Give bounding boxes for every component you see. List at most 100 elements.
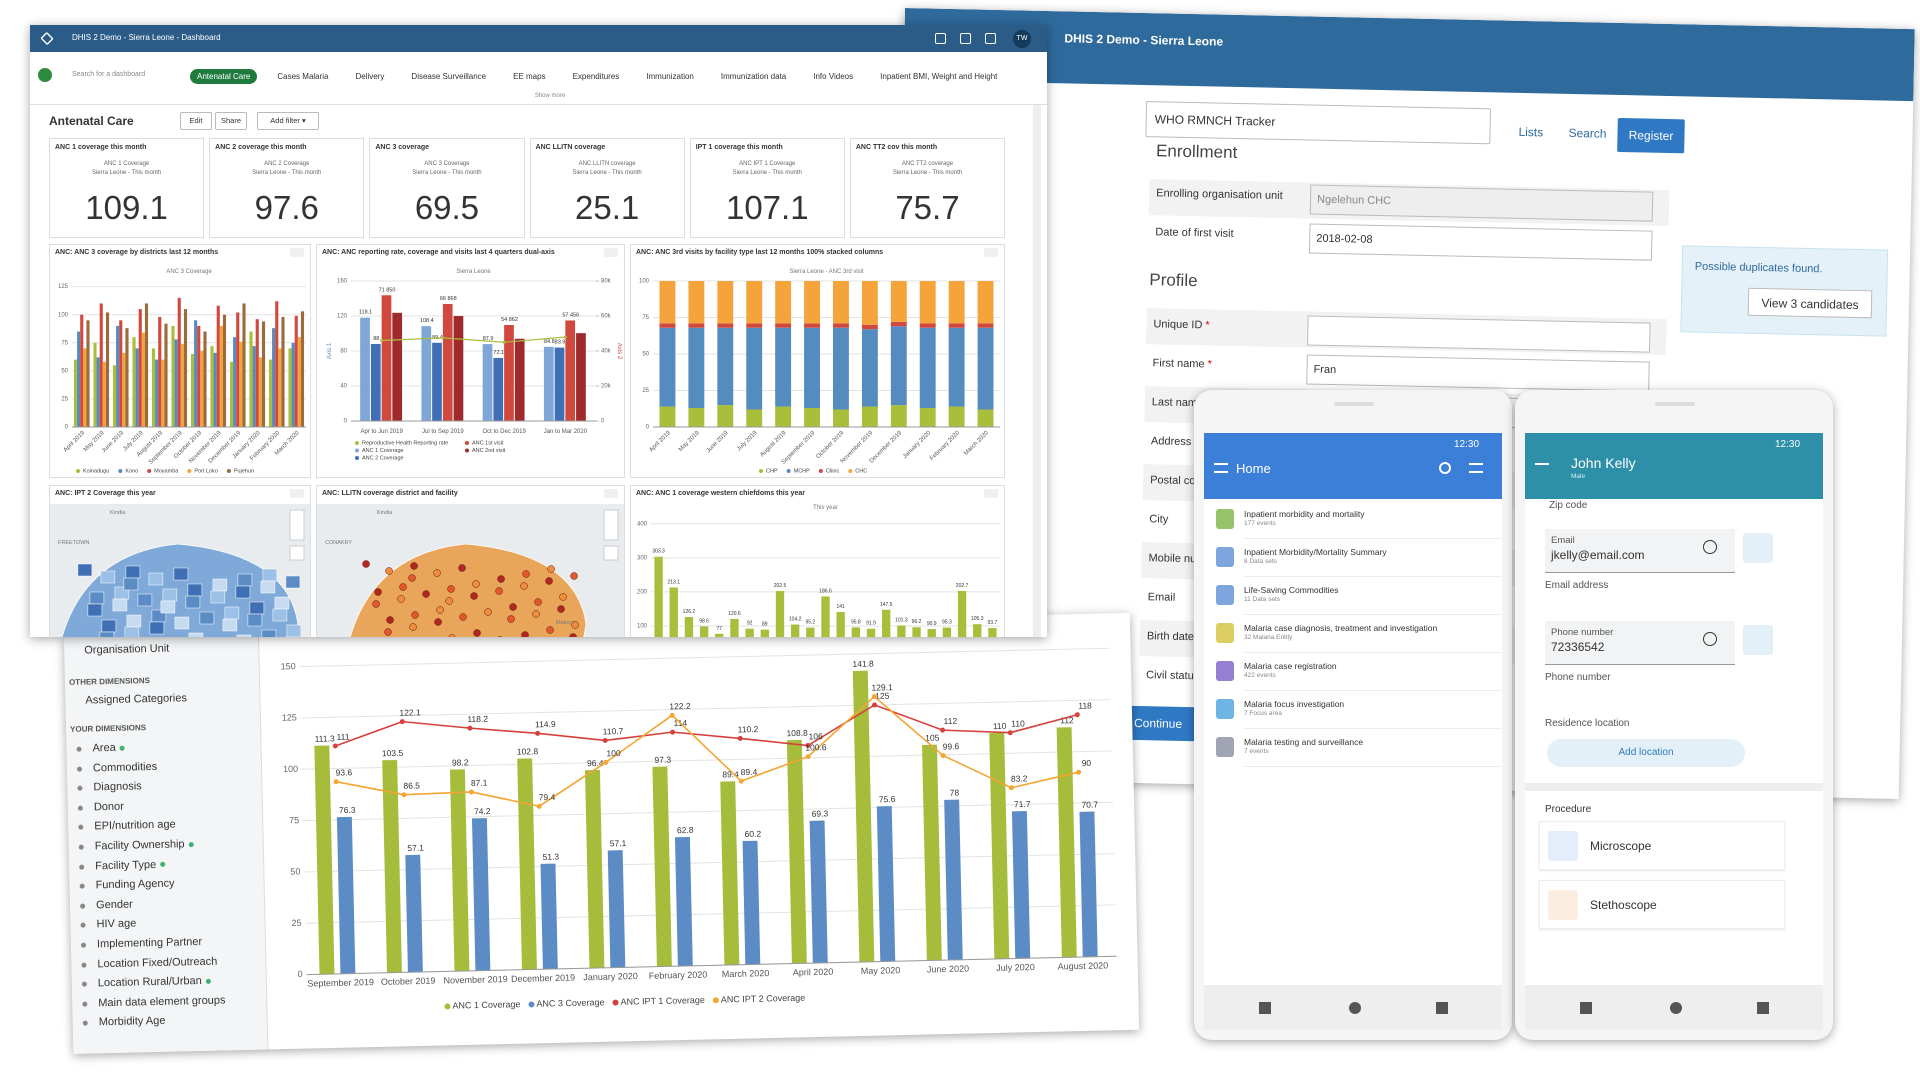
user-avatar[interactable]: TW xyxy=(1013,30,1031,48)
line-series xyxy=(381,336,566,343)
item-title: ANC: IPT 2 Coverage this year xyxy=(55,490,156,497)
clear-icon[interactable] xyxy=(1703,632,1717,646)
dashboard-item[interactable]: ANC: IPT 2 Coverage this year Kindia FREET… xyxy=(49,485,311,637)
item-menu[interactable] xyxy=(984,248,998,257)
nav-button[interactable] xyxy=(1580,1002,1592,1014)
header-icon[interactable] xyxy=(985,33,996,44)
dashboard-tab[interactable]: Delivery xyxy=(355,71,385,81)
bar xyxy=(977,327,994,410)
dashboard-tab[interactable]: Expenditures xyxy=(572,71,620,81)
program-title[interactable]: Malaria testing and surveillance xyxy=(1244,737,1364,747)
y-tick-label: 400 xyxy=(637,521,648,527)
bar xyxy=(297,337,301,427)
sync-icon[interactable] xyxy=(1439,462,1451,474)
action-icon[interactable] xyxy=(1743,625,1773,655)
selected-dot xyxy=(205,978,211,984)
tracker-link[interactable]: Lists xyxy=(1518,124,1544,140)
procedure-card[interactable]: Stethoscope xyxy=(1539,880,1785,929)
bar xyxy=(654,556,663,637)
program-title[interactable]: Inpatient Morbidity/Mortality Summary xyxy=(1244,547,1387,557)
kpi-subtitle: ANC 2 Coverage xyxy=(264,161,310,167)
kpi-card[interactable]: ANC 3 coverage ANC 3 Coverage Sierra Leone… xyxy=(369,138,525,238)
toolbar-button[interactable]: Add filter ▾ xyxy=(257,112,319,130)
nav-button[interactable] xyxy=(1670,1002,1682,1014)
dashboard-item[interactable]: ANC: ANC 3 coverage by districts last 12… xyxy=(49,244,311,478)
map-cell xyxy=(286,624,302,637)
toolbar-button[interactable]: Edit xyxy=(180,112,212,130)
program-title[interactable]: Malaria focus investigation xyxy=(1244,699,1345,709)
input-hint: Phone number xyxy=(1545,672,1611,683)
menu-icon[interactable] xyxy=(1214,463,1228,473)
data-label: 118.1 xyxy=(359,310,372,316)
toolbar-button[interactable]: Share xyxy=(215,112,247,130)
data-label: 51.3 xyxy=(542,851,559,861)
tracker-link[interactable]: Search xyxy=(1568,125,1607,141)
bar xyxy=(746,409,763,427)
dashboard-tab[interactable]: Antenatal Care xyxy=(190,68,258,84)
search-field[interactable]: Search for a dashboard xyxy=(72,71,146,78)
nav-button[interactable] xyxy=(1757,1002,1769,1014)
x-tick-label: July 2019 xyxy=(736,430,759,453)
kpi-value: 25.1 xyxy=(574,189,640,226)
dashboard-item[interactable]: ANC: ANC 1 coverage western chiefdoms th… xyxy=(630,485,1005,637)
bar xyxy=(584,769,605,969)
y-tick-label: 200 xyxy=(637,589,648,595)
program-title[interactable]: Malaria case diagnosis, treatment and in… xyxy=(1244,623,1438,633)
show-more[interactable]: Show more xyxy=(534,93,566,99)
kpi-card[interactable]: ANC 1 coverage this month ANC 1 Coverage S… xyxy=(49,138,205,238)
procedure-card[interactable]: Microscope xyxy=(1539,821,1785,870)
program-title[interactable]: Life-Saving Commodities xyxy=(1244,585,1339,595)
star-icon[interactable] xyxy=(148,114,162,128)
clear-icon[interactable] xyxy=(1703,540,1717,554)
nav-button[interactable] xyxy=(1349,1002,1361,1014)
dashboard-tab[interactable]: EE maps xyxy=(513,71,546,81)
program-subtitle: 7 events xyxy=(1244,748,1269,755)
bar xyxy=(275,301,279,427)
bar xyxy=(821,596,830,637)
nav-button[interactable] xyxy=(1259,1002,1271,1014)
dashboard-item[interactable]: ANC: ANC 3rd visits by facility type las… xyxy=(630,244,1005,478)
dashboard-tab[interactable]: Immunization data xyxy=(720,71,787,81)
map-cell xyxy=(137,593,153,607)
kpi-card[interactable]: ANC TT2 cov this month ANC TT2 coverage Si… xyxy=(849,138,1006,238)
item-menu[interactable] xyxy=(604,489,618,498)
add-dashboard[interactable] xyxy=(38,68,52,82)
kpi-card[interactable]: IPT 1 coverage this month ANC IPT 1 Cover… xyxy=(689,138,845,238)
kpi-card[interactable]: ANC 2 coverage this month ANC 2 Coverage S… xyxy=(209,138,365,238)
program-select[interactable]: WHO RMNCH Tracker xyxy=(1145,101,1492,145)
item-menu[interactable] xyxy=(290,248,304,257)
dashboard-tab[interactable]: Cases Malaria xyxy=(277,71,329,81)
dashboard-tab[interactable]: Info Videos xyxy=(813,71,854,81)
data-label: 104.2 xyxy=(789,617,802,623)
add-location-button[interactable]: Add location xyxy=(1547,739,1745,767)
register-button[interactable]: Register xyxy=(1617,117,1685,154)
dashboard-tab[interactable]: Disease Surveillance xyxy=(411,71,487,81)
filter-icon[interactable] xyxy=(1469,463,1483,473)
phone: 12:30 Home Inpatient morbidity and mortali… xyxy=(1194,390,1512,1040)
dashboard-item[interactable]: ANC: LLITN coverage district and facilit… xyxy=(316,485,625,637)
item-menu[interactable] xyxy=(604,248,618,257)
action-icon[interactable] xyxy=(1743,533,1773,563)
header-icon[interactable] xyxy=(960,33,971,44)
back-arrow[interactable] xyxy=(1535,463,1549,473)
dashboard-tab[interactable]: Immunization xyxy=(646,71,694,81)
bar xyxy=(554,347,565,421)
bar xyxy=(194,320,198,427)
map-point xyxy=(497,575,505,583)
kpi-card[interactable]: ANC LLITN coverage ANC LLITN coverage Sier… xyxy=(529,138,685,238)
dashboard-item[interactable]: ANC: ANC reporting rate, coverage and vi… xyxy=(316,244,625,478)
map-cell xyxy=(222,618,238,632)
input-value: 72336542 xyxy=(1551,640,1605,654)
bar xyxy=(164,323,168,427)
y-tick-label: 160 xyxy=(337,279,348,285)
view-candidates-button[interactable]: View 3 candidates xyxy=(1747,287,1873,319)
program-title[interactable]: Inpatient morbidity and mortality xyxy=(1244,509,1365,519)
dashboard-tab[interactable]: Inpatient BMI, Weight and Height xyxy=(880,71,998,81)
item-menu[interactable] xyxy=(984,489,998,498)
program-title[interactable]: Malaria case registration xyxy=(1244,661,1337,671)
header-icon[interactable] xyxy=(935,33,946,44)
legend-label: Port Loko xyxy=(194,468,218,474)
nav-button[interactable] xyxy=(1436,1002,1448,1014)
map-cell xyxy=(249,601,265,615)
item-menu[interactable] xyxy=(290,489,304,498)
